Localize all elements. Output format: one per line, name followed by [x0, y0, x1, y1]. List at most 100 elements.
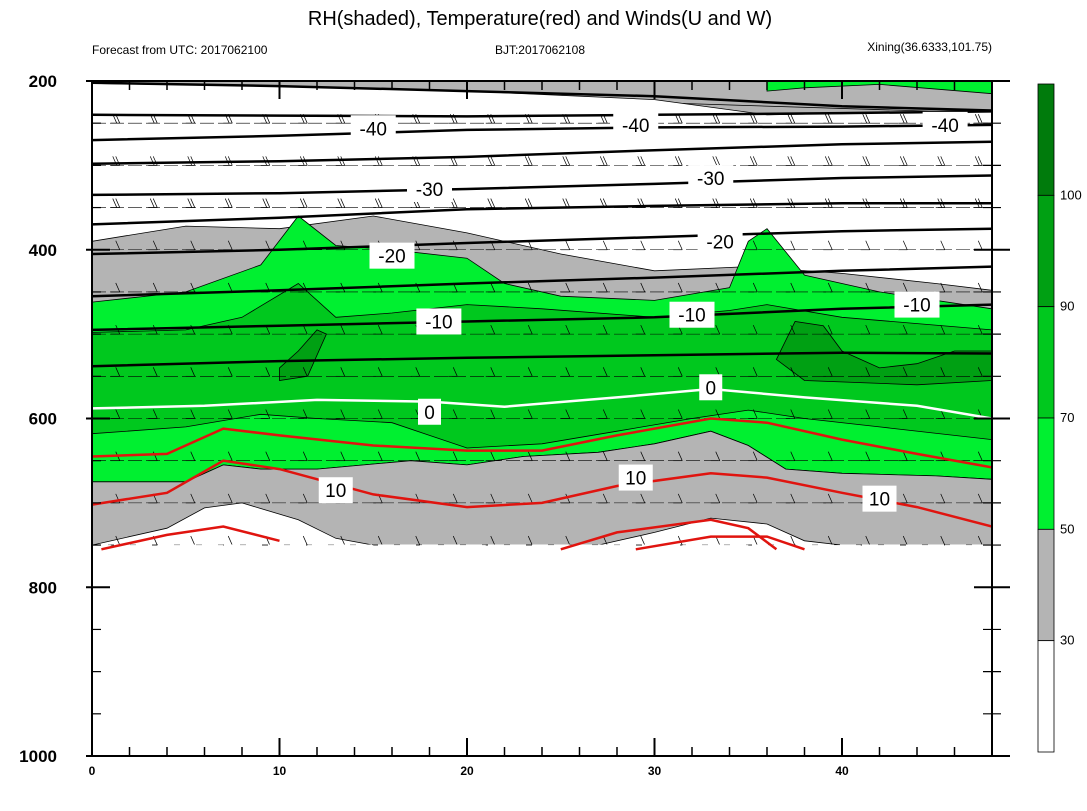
wind-barb-flag	[752, 282, 758, 293]
wind-barb-flag	[452, 451, 458, 461]
wind-barb-flag	[415, 535, 421, 546]
wind-barb-flag	[565, 367, 571, 377]
wind-barb-flag	[337, 198, 343, 208]
contour-label: 10	[869, 490, 890, 511]
temperature-contour	[560, 518, 778, 551]
x-tick-label: 10	[273, 764, 287, 778]
wind-barb-flag	[902, 156, 908, 166]
forecast-label: Forecast from UTC: 2017062100	[92, 43, 268, 57]
wind-barb-flag	[190, 156, 196, 166]
wind-barb-flag	[565, 282, 571, 293]
wind-barb-flag	[340, 535, 346, 546]
colorbar-label: 30	[1060, 633, 1074, 648]
wind-barb-flag	[377, 198, 383, 208]
contour-label: -20	[378, 247, 405, 268]
wind-barb-flag	[827, 114, 833, 124]
wind-barb-flag	[674, 156, 680, 166]
wind-barb-flag	[827, 324, 833, 335]
temperature-contour	[92, 174, 992, 197]
wind-barb-flag	[752, 198, 758, 208]
wind-barb-flag	[827, 451, 833, 461]
wind-barb-flag	[715, 324, 721, 335]
wind-barb-flag	[752, 114, 758, 124]
wind-barb-flag	[149, 198, 155, 208]
wind-barb-flag	[227, 282, 233, 293]
wind-barb-flag	[790, 324, 796, 335]
contour-label: 0	[424, 403, 435, 424]
contour-label: -10	[678, 306, 705, 327]
wind-barb-flag	[602, 282, 608, 293]
wind-barb-flag	[787, 114, 793, 124]
wind-barb-flag	[490, 451, 496, 461]
wind-barb-flag	[190, 535, 196, 546]
wind-barb-flag	[602, 367, 608, 377]
temperature-contour	[92, 123, 992, 142]
y-tick-label: 600	[29, 410, 57, 429]
wind-barb-flag	[565, 535, 571, 546]
wind-barb-flag	[340, 324, 346, 335]
wind-barb-flag	[640, 535, 646, 546]
wind-barb-flag	[940, 367, 946, 377]
temperature-contour	[92, 81, 992, 112]
wind-barb-flag	[752, 367, 758, 377]
wind-barb-flag	[790, 114, 796, 124]
contour-label-box	[407, 176, 452, 202]
wind-barb-flag	[377, 409, 383, 419]
wind-barb-flag	[899, 156, 905, 166]
wind-barb-flag	[152, 367, 158, 377]
wind-barb-flag	[940, 535, 946, 546]
wind-barb-flag	[340, 451, 346, 461]
wind-barb-flag	[824, 114, 830, 124]
temperature-contour	[92, 202, 992, 226]
wind-barb-flag	[265, 198, 271, 208]
chart-title: RH(shaded), Temperature(red) and Winds(U…	[308, 8, 772, 30]
wind-barb-flag	[602, 324, 608, 335]
colorbar: 30 50 70 90 100	[1037, 83, 1082, 753]
wind-barb-flag	[527, 282, 533, 293]
contour-label-box	[418, 398, 441, 425]
wind-barb-flag	[490, 535, 496, 546]
contour-label: 10	[325, 481, 346, 502]
wind-barb-flag	[265, 367, 271, 377]
contour-label-box	[350, 115, 396, 142]
wind-barb-flag	[377, 451, 383, 461]
wind-barb-flag	[265, 451, 271, 461]
wind-barb-flag	[190, 198, 196, 208]
wind-barb-flag	[640, 493, 646, 504]
wind-barb-flag	[227, 493, 233, 504]
wind-barb-flag	[902, 240, 908, 250]
wind-barb-flag	[640, 451, 646, 461]
wind-barb-flag	[715, 493, 721, 504]
wind-barb-flag	[115, 240, 121, 250]
wind-barb-flag	[752, 240, 758, 250]
wind-barb-flag	[265, 240, 271, 250]
wind-barb-flag	[227, 240, 233, 250]
wind-barb-flag	[527, 535, 533, 546]
wind-barb-flag	[227, 451, 233, 461]
wind-barb-flag	[602, 409, 608, 419]
contour-label-box	[669, 301, 715, 328]
contour-label: -10	[425, 312, 452, 333]
wind-barb-flag	[677, 282, 683, 293]
contour-label: -40	[622, 116, 649, 137]
wind-barb-flag	[940, 156, 946, 166]
wind-barb-flag	[374, 198, 380, 208]
wind-barb-flag	[562, 198, 568, 208]
wind-barb-flag	[299, 198, 305, 208]
wind-barb-flag	[640, 367, 646, 377]
wind-barb-flag	[827, 409, 833, 419]
wind-barb-flag	[865, 156, 871, 166]
wind-barb-flag	[227, 367, 233, 377]
wind-barb-flag	[715, 282, 721, 293]
y-tick-label: 200	[29, 72, 57, 91]
rh-30-50-lower-area	[92, 430, 992, 546]
wind-barb-flag	[602, 240, 608, 250]
wind-barb-flag	[712, 156, 718, 166]
temperature-contour	[92, 303, 992, 332]
wind-barb-flag	[790, 409, 796, 419]
contour-label: -10	[903, 296, 930, 317]
wind-barb-flag	[677, 409, 683, 419]
wind-barb-flag	[527, 156, 533, 166]
